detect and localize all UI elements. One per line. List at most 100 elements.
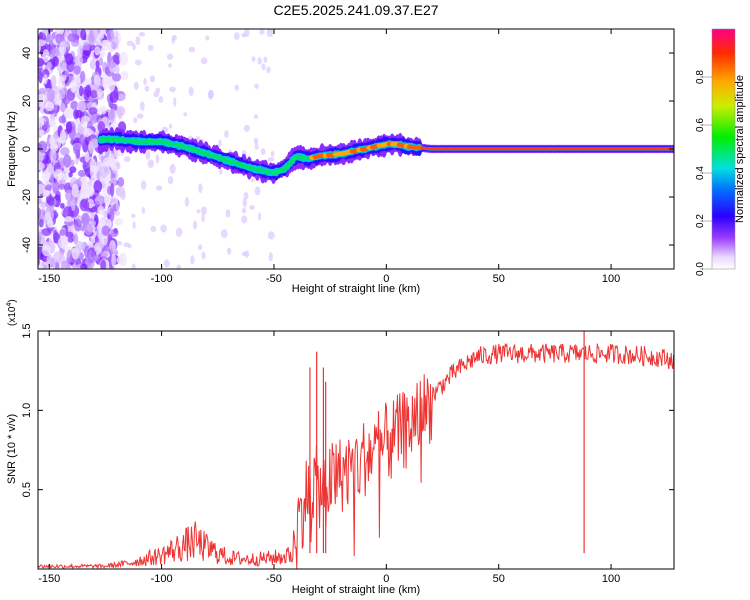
noise-blob <box>59 229 67 236</box>
colorbar: 0.0 0.2 0.4 0.6 0.8 Normalized spectral ampl… <box>695 28 746 276</box>
noise-blob <box>160 224 167 233</box>
noise-blob <box>196 209 201 214</box>
noise-blob <box>77 169 86 177</box>
snr-x-tick-label: 0 <box>383 573 389 585</box>
noise-blob <box>98 57 104 66</box>
noise-blob <box>169 86 176 93</box>
colorbar-ticks: 0.0 0.2 0.4 0.6 0.8 <box>695 70 712 276</box>
noise-blob <box>89 164 97 179</box>
noise-blob <box>94 82 99 92</box>
noise-blob <box>118 93 126 101</box>
noise-blob <box>116 241 123 246</box>
spectrogram-x-tick-label: 100 <box>602 273 620 285</box>
noise-blob <box>52 180 60 195</box>
noise-blob <box>109 208 115 222</box>
noise-blob <box>257 212 262 221</box>
noise-blob <box>38 262 44 269</box>
noise-blob <box>39 152 45 161</box>
noise-blob <box>192 220 198 230</box>
noise-blob <box>74 76 81 84</box>
noise-blob <box>253 137 259 145</box>
noise-blob <box>59 102 66 113</box>
noise-blob <box>120 70 129 81</box>
noise-blob <box>169 163 176 174</box>
spectrogram-x-tick-label: 0 <box>383 273 389 285</box>
ridge-blob <box>281 166 288 171</box>
noise-blob <box>184 197 190 207</box>
noise-blob <box>67 236 74 243</box>
noise-blob <box>254 83 259 89</box>
noise-blob <box>127 243 132 249</box>
noise-blob <box>267 157 275 162</box>
snr-x-tick-label: -100 <box>151 573 173 585</box>
noise-blob <box>57 183 66 190</box>
ridge-blob <box>283 164 291 168</box>
noise-blob <box>60 260 71 269</box>
noise-blob <box>107 153 116 167</box>
noise-blob <box>61 63 68 72</box>
noise-blob <box>100 105 107 115</box>
noise-blob <box>70 79 77 93</box>
noise-blob <box>135 36 141 46</box>
noise-blob <box>163 259 170 268</box>
noise-blob <box>95 60 100 68</box>
colorbar-tick-label: 0.8 <box>695 70 706 84</box>
noise-blob <box>241 215 248 224</box>
noise-blob <box>38 93 47 102</box>
noise-blob <box>111 253 116 268</box>
noise-blob <box>89 29 94 39</box>
noise-blob <box>118 252 127 267</box>
noise-blob <box>42 49 50 63</box>
noise-blob <box>71 183 79 198</box>
noise-blob <box>104 193 111 207</box>
spectrogram-xlabel: Height of straight line (km) <box>292 283 420 295</box>
ridge-blob <box>286 161 293 166</box>
noise-blob <box>110 182 115 197</box>
spectrogram-x-tick-label: -100 <box>151 273 173 285</box>
noise-blob <box>188 46 196 53</box>
noise-blob <box>47 197 55 207</box>
noise-blob <box>59 88 66 99</box>
noise-blob <box>114 210 121 216</box>
noise-blob <box>64 70 70 78</box>
noise-blob <box>64 107 74 120</box>
snr-panel: -150 -100 -50 0 50 100 0.5 1.0 1.5 Height of str… <box>6 299 675 596</box>
noise-blob <box>114 217 123 226</box>
noise-blob <box>47 219 54 228</box>
noise-blob <box>253 113 259 120</box>
noise-blob <box>176 264 182 269</box>
noise-blob <box>147 44 154 51</box>
noise-blob <box>270 150 275 157</box>
spectrogram-x-tick-label: 50 <box>493 273 505 285</box>
spectrogram-y-tick-label: -20 <box>21 189 33 205</box>
noise-blob <box>141 206 146 214</box>
noise-blob <box>38 195 42 205</box>
noise-blob <box>183 112 188 117</box>
noise-blob <box>74 218 82 232</box>
noise-blob <box>74 55 83 67</box>
noise-blob <box>41 68 50 79</box>
noise-blob <box>243 191 249 200</box>
noise-blob <box>46 61 52 70</box>
colorbar-tick-label: 0.4 <box>695 166 706 180</box>
noise-blob <box>111 36 120 50</box>
noise-blob <box>260 148 266 156</box>
noise-blob <box>89 90 99 99</box>
noise-blob <box>80 263 88 269</box>
noise-blob <box>38 162 45 171</box>
noise-blob <box>115 202 120 211</box>
noise-blob <box>87 184 95 197</box>
noise-blob <box>41 244 52 257</box>
noise-blob <box>82 41 90 52</box>
noise-blob <box>219 168 223 175</box>
noise-blob <box>69 166 77 174</box>
noise-blob <box>126 40 134 46</box>
noise-blob <box>45 184 53 192</box>
noise-blob <box>60 74 67 82</box>
noise-blob <box>80 185 87 199</box>
noise-blob <box>167 175 174 185</box>
noise-blob <box>207 89 214 100</box>
noise-blob <box>82 49 90 60</box>
noise-blob <box>94 46 101 56</box>
